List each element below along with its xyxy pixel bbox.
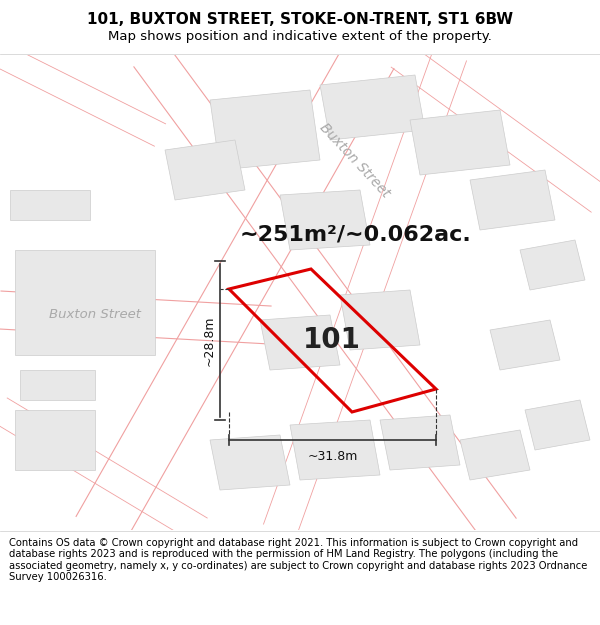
Text: 101, BUXTON STREET, STOKE-ON-TRENT, ST1 6BW: 101, BUXTON STREET, STOKE-ON-TRENT, ST1 … <box>87 12 513 27</box>
Polygon shape <box>280 190 370 250</box>
Polygon shape <box>0 44 166 146</box>
Text: Contains OS data © Crown copyright and database right 2021. This information is : Contains OS data © Crown copyright and d… <box>9 538 587 582</box>
Polygon shape <box>20 370 95 400</box>
Text: ~31.8m: ~31.8m <box>307 450 358 463</box>
Polygon shape <box>340 290 420 350</box>
Polygon shape <box>391 43 600 212</box>
Polygon shape <box>410 110 510 175</box>
Polygon shape <box>380 415 460 470</box>
Polygon shape <box>15 410 95 470</box>
Polygon shape <box>290 420 380 480</box>
Polygon shape <box>460 430 530 480</box>
Text: Buxton Street: Buxton Street <box>317 120 393 200</box>
Polygon shape <box>165 140 245 200</box>
Text: 101: 101 <box>303 326 361 354</box>
Polygon shape <box>10 190 90 220</box>
Polygon shape <box>134 43 516 542</box>
Text: ~28.8m: ~28.8m <box>203 315 216 366</box>
Polygon shape <box>470 170 555 230</box>
Polygon shape <box>490 320 560 370</box>
Polygon shape <box>210 435 290 490</box>
Polygon shape <box>210 90 320 170</box>
Polygon shape <box>520 240 585 290</box>
Polygon shape <box>263 49 466 536</box>
Polygon shape <box>320 75 425 140</box>
Polygon shape <box>76 41 394 544</box>
Polygon shape <box>260 315 340 370</box>
Polygon shape <box>525 400 590 450</box>
Polygon shape <box>15 250 155 355</box>
Text: ~251m²/~0.062ac.: ~251m²/~0.062ac. <box>239 225 471 245</box>
Text: Buxton Street: Buxton Street <box>49 309 141 321</box>
Polygon shape <box>0 398 207 542</box>
Text: Map shows position and indicative extent of the property.: Map shows position and indicative extent… <box>108 30 492 43</box>
Polygon shape <box>0 291 271 344</box>
